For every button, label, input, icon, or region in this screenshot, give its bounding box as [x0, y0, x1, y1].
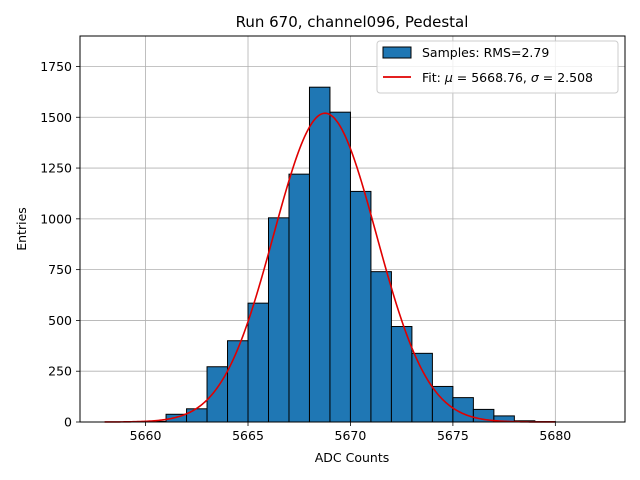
histogram-bar	[411, 352, 433, 423]
legend-fit-label: Fit: μ = 5668.76, σ = 2.508	[422, 70, 593, 85]
histogram-bars	[145, 86, 556, 423]
y-tick-label: 1750	[40, 59, 72, 74]
plot-frame	[79, 35, 626, 423]
x-tick-label: 5675	[437, 428, 469, 443]
y-tick-label: 750	[48, 262, 72, 277]
histogram-bar	[227, 340, 249, 423]
x-axis-ticks: 5660 5665 5670 5675 5680	[130, 422, 571, 443]
histogram-bar	[329, 111, 351, 423]
legend-box	[376, 40, 619, 94]
x-tick-label: 5680	[539, 428, 571, 443]
histogram-bar	[186, 408, 208, 423]
histogram-bar	[370, 271, 392, 423]
histogram-bar	[267, 217, 290, 423]
legend-samples-swatch	[382, 46, 412, 59]
x-tick-label: 5660	[130, 428, 162, 443]
gaussian-fit-line	[104, 112, 556, 423]
y-tick-label: 250	[48, 364, 72, 379]
histogram-bar	[288, 173, 310, 423]
legend-fit-suffix: = 2.508	[539, 70, 593, 85]
legend: Samples: RMS=2.79 Fit: μ = 5668.76, σ = …	[376, 40, 619, 94]
y-tick-label: 1500	[40, 110, 72, 125]
legend-fit-mu: μ	[444, 70, 453, 85]
histogram-bar	[247, 302, 269, 423]
legend-fit-mid: = 5668.76,	[453, 70, 531, 85]
y-tick-label: 500	[48, 313, 72, 328]
y-tick-label: 1000	[40, 211, 72, 226]
y-axis-ticks: 0 250 500 750 1000 1250 1500 1750	[40, 59, 80, 430]
chart-title: Run 670, channel096, Pedestal	[236, 13, 469, 31]
x-tick-label: 5670	[335, 428, 367, 443]
legend-fit-prefix: Fit:	[422, 70, 445, 85]
y-tick-label: 1250	[40, 161, 72, 176]
x-axis-label: ADC Counts	[315, 450, 390, 465]
histogram-bar	[349, 190, 372, 423]
y-axis-label: Entries	[14, 207, 29, 251]
legend-samples-label: Samples: RMS=2.79	[422, 45, 549, 60]
legend-fit-sigma: σ	[531, 70, 540, 85]
y-tick-label: 0	[64, 415, 72, 430]
histogram-bar	[308, 86, 331, 423]
x-tick-label: 5665	[232, 428, 264, 443]
